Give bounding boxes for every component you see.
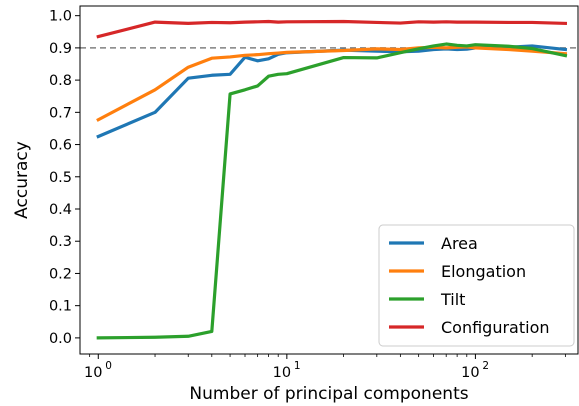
y-tick-label: 0.1 [49, 299, 72, 315]
x-tick-label: 10 [461, 365, 479, 381]
legend-box [378, 224, 575, 347]
x-tick-label: 10 [273, 365, 291, 381]
y-tick-label: 0.7 [49, 105, 72, 121]
y-tick-label: 0.8 [49, 73, 72, 89]
series-line-elongation [96, 45, 568, 122]
legend-label-configuration: Configuration [441, 318, 550, 337]
y-tick-label: 0.3 [49, 234, 72, 250]
legend-label-elongation: Elongation [441, 262, 526, 281]
y-axis-label: Accuracy [12, 141, 32, 219]
x-tick-exponent: 1 [294, 360, 301, 372]
plot-frame [79, 5, 579, 355]
y-tick-label: 0.5 [49, 170, 72, 186]
series-line-configuration [96, 19, 568, 39]
y-tick-label: 0.9 [49, 41, 72, 57]
x-axis-label: Number of principal components [189, 384, 468, 404]
series-line-tilt [96, 42, 568, 340]
legend-label-tilt: Tilt [440, 290, 465, 309]
y-tick-label: 0.6 [49, 138, 72, 154]
x-tick-exponent: 0 [105, 360, 112, 372]
axis-ticks: 0.00.10.20.30.40.50.60.70.80.91.010 0 10 1 1… [49, 9, 566, 381]
x-tick-label: 10 [84, 365, 102, 381]
y-tick-label: 0.4 [49, 202, 72, 218]
y-tick-label: 0.2 [49, 266, 72, 282]
y-tick-label: 0.0 [49, 331, 72, 347]
plot-area [80, 19, 578, 340]
x-tick-exponent: 2 [482, 360, 489, 372]
legend: Area Elongation Tilt Configuration [378, 224, 575, 347]
y-tick-label: 1.0 [49, 9, 72, 25]
legend-label-area: Area [441, 234, 478, 253]
